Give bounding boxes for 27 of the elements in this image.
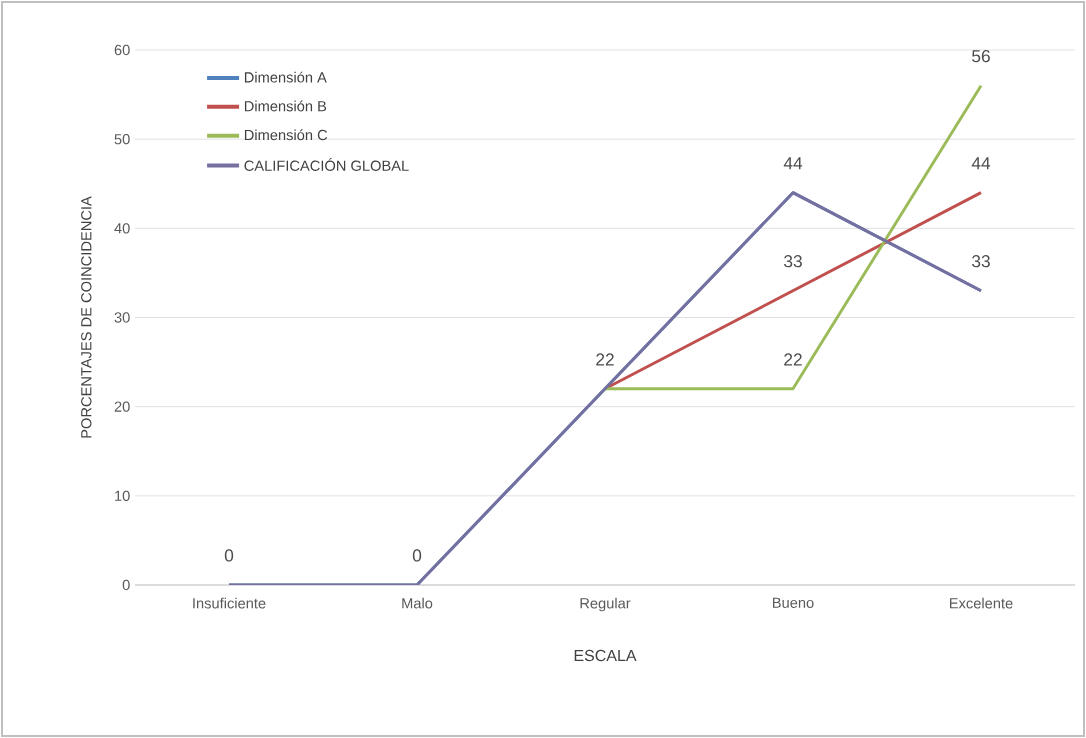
data-label: 56	[972, 50, 990, 63]
y-tick-label: 20	[114, 401, 130, 412]
data-label: 0	[224, 549, 234, 562]
data-label: 33	[784, 255, 802, 268]
data-label: 33	[972, 255, 990, 268]
x-tick-label: Excelente	[950, 597, 1013, 609]
legend-label: CALIFICACIÓN GLOBAL	[244, 158, 409, 171]
x-tick-label: Bueno	[773, 597, 814, 608]
y-tick-label: 30	[114, 312, 130, 323]
x-tick-label: Insuficiente	[193, 597, 266, 609]
x-tick-label: Regular	[580, 597, 631, 612]
y-tick-label: 40	[114, 223, 130, 234]
data-label: 0	[412, 549, 422, 562]
data-label: 22	[784, 353, 802, 366]
y-axis-title: PORCENTAJES DE COINCIDENCIA	[81, 196, 92, 438]
y-tick-label: 60	[114, 44, 130, 56]
legend-label: Dimensión C	[244, 129, 328, 141]
data-label: 44	[783, 157, 803, 170]
y-tick-label: 50	[114, 133, 130, 145]
x-tick-label: Malo	[402, 597, 433, 609]
data-label: 22	[596, 353, 614, 366]
x-axis-title: ESCALA	[574, 649, 637, 662]
y-tick-label: 0	[122, 579, 130, 591]
data-label: 44	[971, 157, 991, 170]
legend-label: Dimensión B	[244, 100, 327, 112]
y-tick-label: 10	[115, 490, 130, 502]
legend-label: Dimensión A	[244, 71, 327, 83]
